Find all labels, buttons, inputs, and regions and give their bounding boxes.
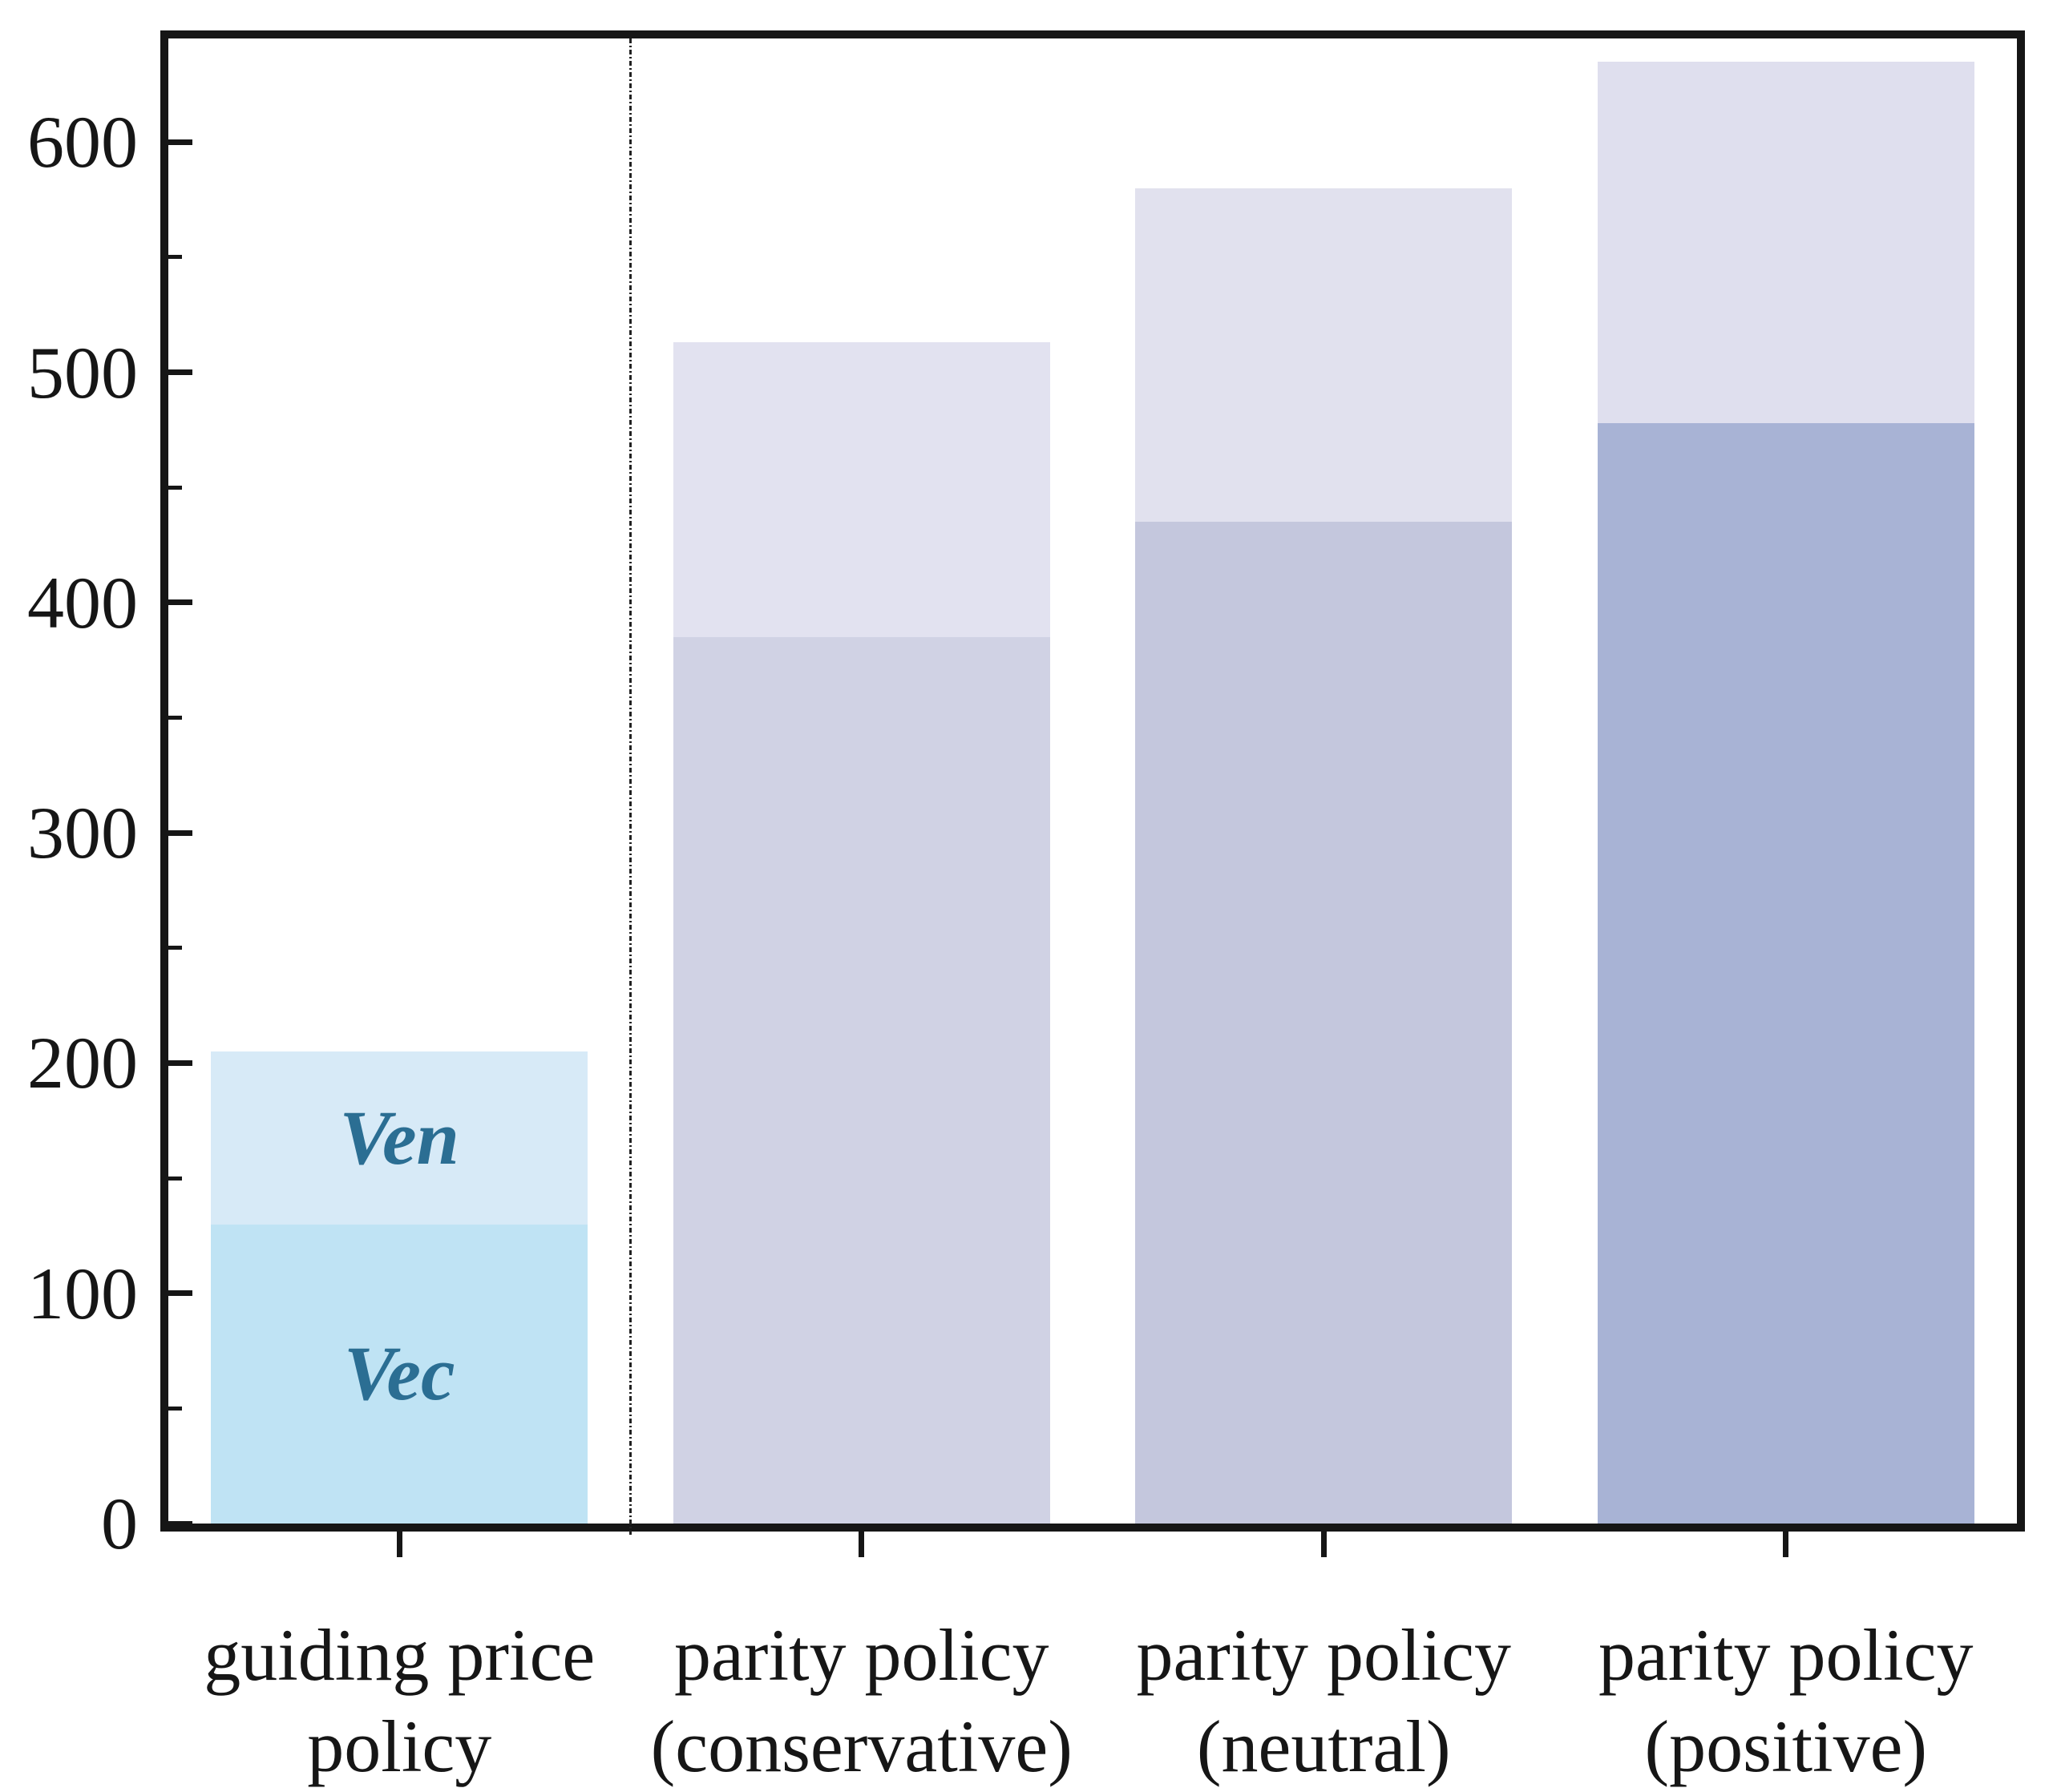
y-axis-minor-tick [168, 1406, 182, 1411]
x-axis-category-tick [859, 1532, 865, 1557]
x-axis-category-tick [396, 1532, 402, 1557]
y-axis-tick-label: 400 [27, 561, 138, 644]
bar-segment-ven [673, 342, 1050, 637]
category-label-line: (positive) [1644, 1705, 1928, 1787]
y-axis-minor-tick [168, 715, 182, 720]
y-axis-tick-label: 500 [27, 331, 138, 414]
y-axis-tick-label: 600 [27, 101, 138, 184]
y-axis-major-tick [168, 1520, 192, 1527]
category-label: guiding price policy [135, 1609, 664, 1792]
y-axis-tick-label: 0 [101, 1483, 138, 1564]
bar-segment-vec [1597, 422, 1974, 1524]
bar-segment-ven [1597, 61, 1974, 423]
x-axis-category-tick [1320, 1532, 1327, 1557]
y-axis-tick-label: 100 [27, 1252, 138, 1334]
y-axis-major-tick [168, 599, 192, 606]
ven-annotation: Ven [339, 1094, 459, 1181]
y-axis-major-tick [168, 369, 192, 376]
y-axis-major-tick [168, 1290, 192, 1297]
y-axis-tick-label: 300 [27, 792, 138, 874]
category-label: parity policy (conservative) [597, 1609, 1126, 1792]
y-axis-major-tick [168, 139, 192, 145]
category-label-line: (neutral) [1196, 1705, 1451, 1787]
y-axis-major-tick [168, 1059, 192, 1066]
bar-segment-vec [1135, 522, 1513, 1524]
divider-line [629, 38, 632, 1535]
category-label-line: policy [307, 1705, 492, 1787]
category-label-line: parity policy [1136, 1614, 1512, 1696]
category-label: parity policy (positive) [1522, 1609, 2051, 1792]
y-axis-major-tick [168, 829, 192, 836]
bar-segment-vec [673, 636, 1050, 1524]
y-axis-minor-tick [168, 485, 182, 490]
y-axis-tick-label: 200 [27, 1022, 138, 1104]
category-label-line: (conservative) [650, 1705, 1073, 1787]
y-axis-minor-tick [168, 946, 182, 950]
bar-segment-vec [211, 1224, 588, 1524]
vec-annotation: Vec [343, 1330, 455, 1417]
y-axis-minor-tick [168, 255, 182, 260]
bar-segment-ven [1135, 188, 1513, 523]
bar-segment-ven [211, 1051, 588, 1225]
x-axis-category-tick [1783, 1532, 1789, 1557]
category-label-line: parity policy [673, 1614, 1049, 1696]
category-label-line: guiding price [204, 1614, 596, 1696]
category-label: parity policy (neutral) [1059, 1609, 1588, 1792]
category-label-line: parity policy [1598, 1614, 1974, 1696]
y-axis-minor-tick [168, 1176, 182, 1181]
